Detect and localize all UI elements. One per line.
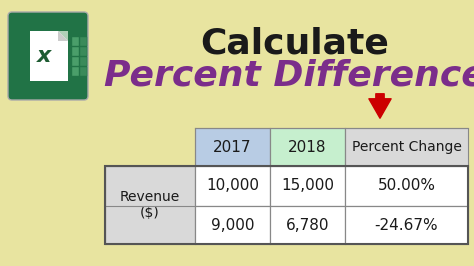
Text: x: x xyxy=(37,46,51,66)
FancyBboxPatch shape xyxy=(72,37,79,46)
FancyBboxPatch shape xyxy=(72,57,79,66)
Text: 15,000: 15,000 xyxy=(281,178,334,193)
Text: Percent Difference: Percent Difference xyxy=(104,58,474,92)
Text: 2018: 2018 xyxy=(288,139,327,155)
Polygon shape xyxy=(58,31,68,41)
Bar xyxy=(345,128,468,166)
FancyBboxPatch shape xyxy=(72,67,79,76)
Text: Revenue
($): Revenue ($) xyxy=(120,190,180,220)
Text: 50.00%: 50.00% xyxy=(377,178,436,193)
FancyBboxPatch shape xyxy=(8,12,88,100)
Bar xyxy=(270,206,345,244)
Bar xyxy=(195,166,270,206)
Bar xyxy=(345,206,468,244)
Bar xyxy=(105,128,195,166)
Text: 9,000: 9,000 xyxy=(211,218,254,232)
Bar xyxy=(195,128,270,166)
FancyBboxPatch shape xyxy=(30,31,68,81)
Text: Percent Change: Percent Change xyxy=(352,140,461,154)
Polygon shape xyxy=(58,31,68,41)
Bar xyxy=(195,206,270,244)
Bar xyxy=(270,128,345,166)
Text: 10,000: 10,000 xyxy=(206,178,259,193)
FancyBboxPatch shape xyxy=(80,47,87,56)
Bar xyxy=(270,166,345,206)
Bar xyxy=(105,166,195,244)
Text: 6,780: 6,780 xyxy=(286,218,329,232)
Bar xyxy=(105,166,468,244)
FancyBboxPatch shape xyxy=(80,37,87,46)
Text: Calculate: Calculate xyxy=(201,26,390,60)
FancyArrowPatch shape xyxy=(369,94,391,118)
Text: 2017: 2017 xyxy=(213,139,252,155)
FancyBboxPatch shape xyxy=(72,47,79,56)
FancyBboxPatch shape xyxy=(80,67,87,76)
FancyBboxPatch shape xyxy=(80,57,87,66)
Bar xyxy=(345,166,468,206)
Text: -24.67%: -24.67% xyxy=(374,218,438,232)
